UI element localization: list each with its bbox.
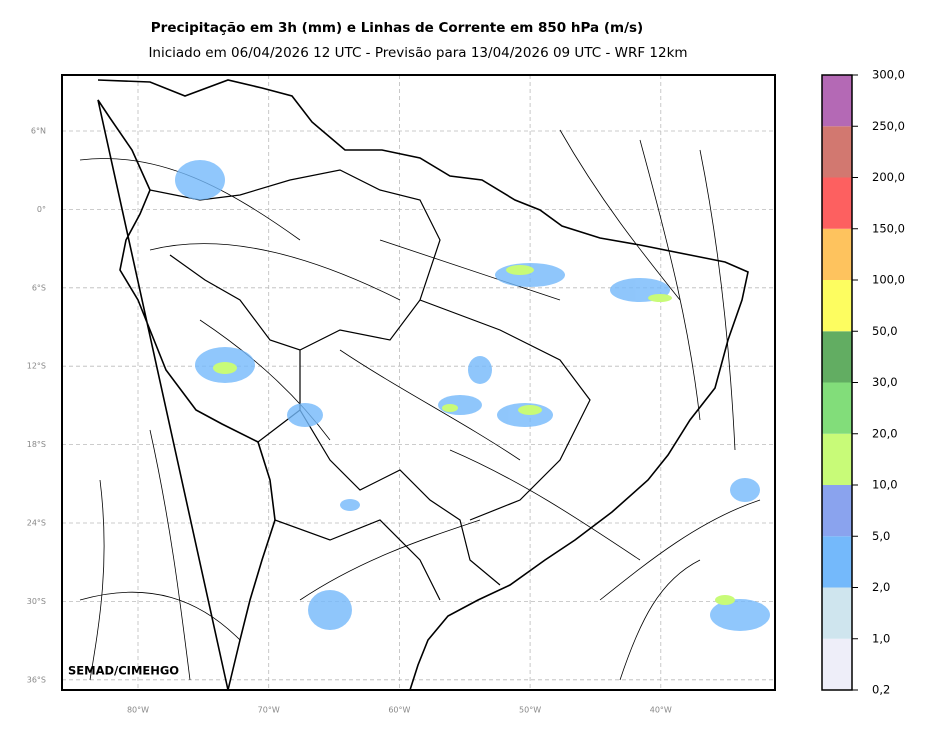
colorbar-label: 10,0 [872,478,898,492]
colorbar-label: 5,0 [872,529,890,543]
lon-label: 70°W [258,706,280,715]
streamlines [79,129,761,681]
colorbar-segment [822,280,852,332]
colorbar-label: 300,0 [872,68,905,82]
colorbar-segment [822,177,852,229]
colorbar-segment [822,228,852,280]
lon-label: 60°W [388,706,410,715]
colorbar-label: 30,0 [872,375,898,389]
lat-label: 0° [37,205,46,214]
map-background [62,75,775,690]
colorbar-label: 250,0 [872,119,905,133]
colorbar-segment [822,75,852,127]
lat-label: 18°S [27,440,46,449]
colorbar-label: 100,0 [872,273,905,287]
lat-label: 36°S [27,675,46,684]
lon-label: 80°W [127,706,149,715]
colorbar-segment [822,485,852,537]
colorbar: 0,2 1,0 2,0 5,0 10,0 20,0 30,0 50,0 100,0 150,0 20… [821,68,905,697]
colorbar-segment [822,638,852,690]
credit: SEMAD/CIMEHGO [68,664,179,678]
colorbar-segment [822,587,852,639]
colorbar-segment [822,382,852,434]
colorbar-label: 20,0 [872,426,898,440]
lat-label: 24°S [27,519,46,528]
colorbar-label: 150,0 [872,221,905,235]
lat-label: 30°S [27,597,46,606]
country-borders [149,169,591,601]
subtitle: Iniciado em 06/04/2026 12 UTC - Previsão… [148,45,687,61]
colorbar-segment [822,536,852,588]
lon-label: 50°W [519,706,541,715]
colorbar-label: 0,2 [872,683,890,697]
continent [97,79,749,691]
colorbar-label: 200,0 [872,170,905,184]
map-frame [61,74,776,691]
precipitation-heavy [213,265,735,605]
lat-label: 12°S [27,362,46,371]
colorbar-segment [822,126,852,178]
lat-label: 6°N [31,127,46,136]
colorbar-label: 2,0 [872,580,890,594]
map: SEMAD/CIMEHGO 6°N 0° 6°S 12°S 18°S 24°S 30°S 36… [27,74,776,715]
colorbar-label: 1,0 [872,631,890,645]
colorbar-label: 50,0 [872,324,898,338]
lat-label: 6°S [32,283,46,292]
colorbar-segment [822,433,852,485]
lon-label: 40°W [650,706,672,715]
colorbar-segment [822,331,852,383]
title: Precipitação em 3h (mm) e Linhas de Corr… [151,20,643,36]
grid [62,75,775,690]
